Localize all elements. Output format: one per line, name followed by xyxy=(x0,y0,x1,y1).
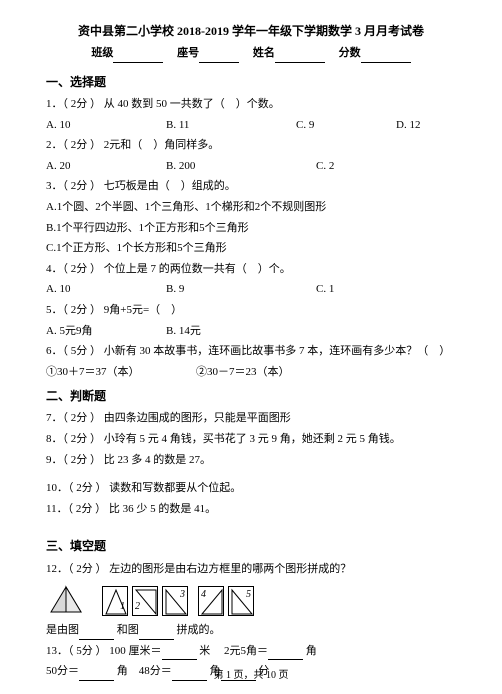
section-3-heading: 三、填空题 xyxy=(46,537,456,556)
q1-d: D. 12 xyxy=(396,117,420,135)
q12-blank-1[interactable] xyxy=(79,628,114,640)
name-blank[interactable] xyxy=(275,51,325,63)
q2-a: A. 20 xyxy=(46,158,166,176)
q6-options: ①30＋7＝37（本） ②30－7＝23（本） xyxy=(46,364,456,382)
q1-stem: 1．（ 2分 ） 从 40 数到 50 一共数了（ ）个数。 xyxy=(46,96,456,114)
q12-shapes: 1 2 3 4 xyxy=(46,582,456,616)
q5-options: A. 5元9角 B. 14元 xyxy=(46,323,456,341)
q5-a: A. 5元9角 xyxy=(46,323,166,341)
q4-stem: 4．（ 2分 ） 个位上是 7 的两位数一共有（ ）个。 xyxy=(46,261,456,279)
q12-option-group-2: 4 5 xyxy=(198,586,254,616)
q12-shape-3-label: 3 xyxy=(180,587,185,603)
q12-after-2: 和图 xyxy=(117,624,139,636)
q12-stem: 12．（ 2分 ） 左边的图形是由右边方框里的哪两个图形拼成的？ xyxy=(46,561,456,579)
q11: 11．（ 2分 ） 比 36 少 5 的数是 41。 xyxy=(46,501,456,519)
q12-shape-2: 2 xyxy=(132,586,158,616)
q12-shape-1-label: 1 xyxy=(120,599,125,615)
q2-b: B. 200 xyxy=(166,158,316,176)
q4-c: C. 1 xyxy=(316,281,334,299)
q1-options: A. 10 B. 11 C. 9 D. 12 xyxy=(46,117,456,135)
q3-a: A.1个圆、2个半圆、1个三角形、1个梯形和2个不规则图形 xyxy=(46,199,456,217)
q2-stem: 2．（ 2分 ） 2元和（ ）角同样多。 xyxy=(46,137,456,155)
seat-label: 座号 xyxy=(177,47,199,59)
q4-b: B. 9 xyxy=(166,281,316,299)
class-label: 班级 xyxy=(91,47,113,59)
q1-a: A. 10 xyxy=(46,117,166,135)
q12-shape-4: 4 xyxy=(198,586,224,616)
q2-c: C. 2 xyxy=(316,158,334,176)
q4-a: A. 10 xyxy=(46,281,166,299)
q1-b: B. 11 xyxy=(166,117,296,135)
q13-blank-1[interactable] xyxy=(162,648,197,660)
score-label: 分数 xyxy=(339,47,361,59)
q12-shape-2-label: 2 xyxy=(135,599,140,615)
q13-blank-2[interactable] xyxy=(268,648,303,660)
q12-blank-2[interactable] xyxy=(139,628,174,640)
q13-jiao: 角 xyxy=(306,645,317,657)
q9: 9．（ 2分 ） 比 23 多 4 的数是 27。 xyxy=(46,452,456,470)
q3-stem: 3．（ 2分 ） 七巧板是由（ ）组成的。 xyxy=(46,178,456,196)
header-row: 班级 座号 姓名 分数 xyxy=(46,45,456,63)
q12-shape-3: 3 xyxy=(162,586,188,616)
q12-target-shape xyxy=(46,582,92,616)
q12-after-1: 是由图 xyxy=(46,624,79,636)
class-blank[interactable] xyxy=(113,51,163,63)
exam-title: 资中县第二小学校 2018-2019 学年一年级下学期数学 3 月月考试卷 xyxy=(46,22,456,41)
q13-m: 米 xyxy=(199,645,210,657)
q12-answer-line: 是由图 和图 拼成的。 xyxy=(46,622,456,640)
q12-option-group-1: 1 2 3 xyxy=(102,586,188,616)
seat-blank[interactable] xyxy=(199,51,239,63)
q6-stem: 6．（ 5分 ） 小新有 30 本故事书，连环画比故事书多 7 本，连环画有多少… xyxy=(46,343,456,361)
q12-shape-5-label: 5 xyxy=(246,587,251,603)
q10: 10．（ 2分 ） 读数和写数都要从个位起。 xyxy=(46,480,456,498)
q5-b: B. 14元 xyxy=(166,323,201,341)
score-blank[interactable] xyxy=(361,51,411,63)
q5-stem: 5．（ 2分 ） 9角+5元=（ ） xyxy=(46,302,456,320)
name-label: 姓名 xyxy=(253,47,275,59)
q1-c: C. 9 xyxy=(296,117,396,135)
q8: 8．（ 2分 ） 小玲有 5 元 4 角钱，买书花了 3 元 9 角，她还剩 2… xyxy=(46,431,456,449)
q13-stem: 13．（ 5分 ） 100 厘米＝ xyxy=(46,645,162,657)
q3-b: B.1个平行四边形、1个正方形和5个三角形 xyxy=(46,220,456,238)
q7: 7．（ 2分 ） 由四条边围成的图形，只能是平面图形 xyxy=(46,410,456,428)
q13-line1: 13．（ 5分 ） 100 厘米＝ 米 2元5角＝ 角 xyxy=(46,643,456,661)
q3-c: C.1个正方形、1个长方形和5个三角形 xyxy=(46,240,456,258)
q12-after-3: 拼成的。 xyxy=(177,624,221,636)
section-2-heading: 二、判断题 xyxy=(46,387,456,406)
q6-a: ①30＋7＝37（本） xyxy=(46,364,196,382)
q12-shape-1: 1 xyxy=(102,586,128,616)
q12-shape-5: 5 xyxy=(228,586,254,616)
q6-b: ②30－7＝23（本） xyxy=(196,364,290,382)
q4-options: A. 10 B. 9 C. 1 xyxy=(46,281,456,299)
q13-sp2: 2元5角＝ xyxy=(224,645,268,657)
q12-shape-4-label: 4 xyxy=(201,587,206,603)
page-footer: 第 1 页，共 10 页 xyxy=(0,668,502,684)
section-1-heading: 一、选择题 xyxy=(46,73,456,92)
q2-options: A. 20 B. 200 C. 2 xyxy=(46,158,456,176)
